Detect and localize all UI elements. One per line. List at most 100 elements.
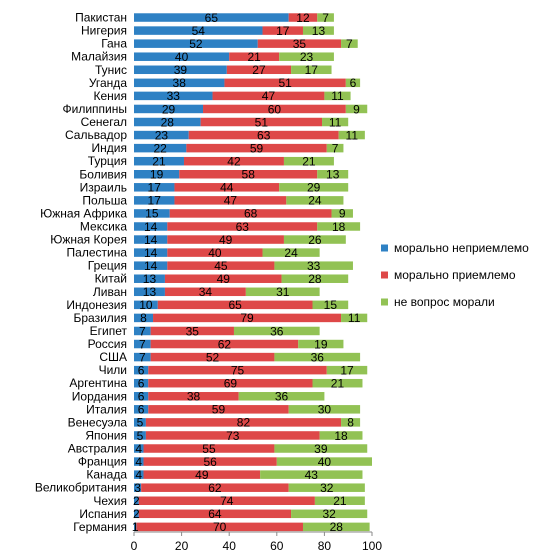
data-label: 28 xyxy=(330,520,344,534)
data-label: 17 xyxy=(276,24,290,38)
bar-segment xyxy=(238,392,325,401)
data-label: 7 xyxy=(139,337,146,351)
data-label: 49 xyxy=(217,272,231,286)
bar-segment xyxy=(134,313,154,323)
data-label: 33 xyxy=(307,259,321,273)
data-label: 8 xyxy=(140,311,147,325)
category-label: Уганда xyxy=(89,76,128,90)
data-label: 30 xyxy=(318,403,332,417)
category-label: Индия xyxy=(92,141,127,155)
bar-segment xyxy=(134,52,230,61)
data-label: 62 xyxy=(208,481,222,495)
data-label: 18 xyxy=(332,220,346,234)
data-label: 7 xyxy=(322,11,329,25)
bar-segment xyxy=(167,222,318,231)
bar-segment xyxy=(169,209,332,218)
data-label: 68 xyxy=(244,207,258,221)
bar-segment xyxy=(153,313,342,323)
data-label: 34 xyxy=(199,285,213,299)
legend-swatch xyxy=(381,298,388,306)
bar-segment xyxy=(291,509,368,519)
category-label: США xyxy=(99,350,127,364)
bar-segment xyxy=(274,352,361,362)
category-label: Чехия xyxy=(93,494,127,508)
bar-segment xyxy=(260,470,363,479)
data-label: 5 xyxy=(137,416,144,430)
bar-segment xyxy=(134,444,144,453)
data-label: 59 xyxy=(212,403,226,417)
category-label: Венесуэла xyxy=(68,415,128,429)
x-tick-label: 20 xyxy=(175,539,189,553)
category-label: Палестина xyxy=(67,246,128,260)
bar-segment xyxy=(134,522,137,532)
category-label: Израиль xyxy=(80,180,127,194)
bar-segment xyxy=(167,248,263,257)
category-label: Россия xyxy=(88,337,127,351)
data-label: 45 xyxy=(214,259,228,273)
bar-segment xyxy=(134,392,149,401)
bar-segment xyxy=(134,509,139,519)
data-label: 2 xyxy=(133,507,140,521)
data-label: 39 xyxy=(174,63,188,77)
bar-segment xyxy=(134,26,263,35)
data-label: 63 xyxy=(236,220,250,234)
data-label: 17 xyxy=(305,63,319,77)
bar-segment xyxy=(326,143,344,153)
data-label: 52 xyxy=(206,350,220,364)
data-label: 14 xyxy=(144,220,158,234)
bar-segment xyxy=(134,156,184,166)
data-label: 35 xyxy=(293,37,307,51)
data-label: 7 xyxy=(346,37,353,51)
data-label: 74 xyxy=(220,494,234,508)
bar-segment xyxy=(245,287,320,297)
category-label: Греция xyxy=(88,259,127,273)
category-label: Боливия xyxy=(79,167,127,181)
bar-segment xyxy=(134,339,151,349)
category-label: Сальвадор xyxy=(65,128,127,142)
data-label: 23 xyxy=(300,50,314,64)
data-label: 58 xyxy=(242,168,256,182)
bar-segment xyxy=(134,378,149,388)
data-label: 75 xyxy=(231,363,245,377)
data-label: 23 xyxy=(155,128,169,142)
data-label: 36 xyxy=(275,390,289,404)
category-label: Филиппины xyxy=(63,102,127,116)
bar-segment xyxy=(229,52,280,61)
data-label: 79 xyxy=(240,311,254,325)
bar-segment xyxy=(134,130,189,140)
bar-segment xyxy=(167,235,284,244)
bar-segment xyxy=(134,170,180,179)
category-label: Малайзия xyxy=(71,50,127,64)
data-label: 31 xyxy=(276,285,290,299)
bar-segment xyxy=(134,287,165,297)
bar-segment xyxy=(157,300,313,310)
bar-segment xyxy=(314,496,365,505)
data-label: 17 xyxy=(148,194,162,208)
category-label: Турция xyxy=(88,154,127,168)
bar-segment xyxy=(134,196,175,205)
data-label: 82 xyxy=(237,416,251,430)
bar-segment xyxy=(338,130,365,140)
bar-segment xyxy=(279,183,349,192)
bar-segment xyxy=(134,405,149,414)
data-label: 44 xyxy=(220,181,234,195)
data-label: 69 xyxy=(224,377,238,391)
bar-segment xyxy=(174,196,287,205)
bar-segment xyxy=(188,130,339,140)
data-label: 29 xyxy=(307,181,321,195)
bar-segment xyxy=(262,248,320,257)
data-label: 38 xyxy=(187,390,201,404)
data-label: 32 xyxy=(320,481,334,495)
bar-segment xyxy=(345,78,361,88)
bar-segment xyxy=(283,235,346,244)
bar-segment xyxy=(233,326,320,336)
bar-segment xyxy=(276,457,372,466)
bar-segment xyxy=(138,496,315,505)
category-label: Южная Африка xyxy=(40,206,127,220)
data-label: 26 xyxy=(308,233,322,247)
data-label: 12 xyxy=(296,11,310,25)
bar-segment xyxy=(150,339,299,349)
bar-segment xyxy=(286,196,344,205)
data-label: 40 xyxy=(208,246,222,260)
category-label: Испания xyxy=(79,507,127,521)
